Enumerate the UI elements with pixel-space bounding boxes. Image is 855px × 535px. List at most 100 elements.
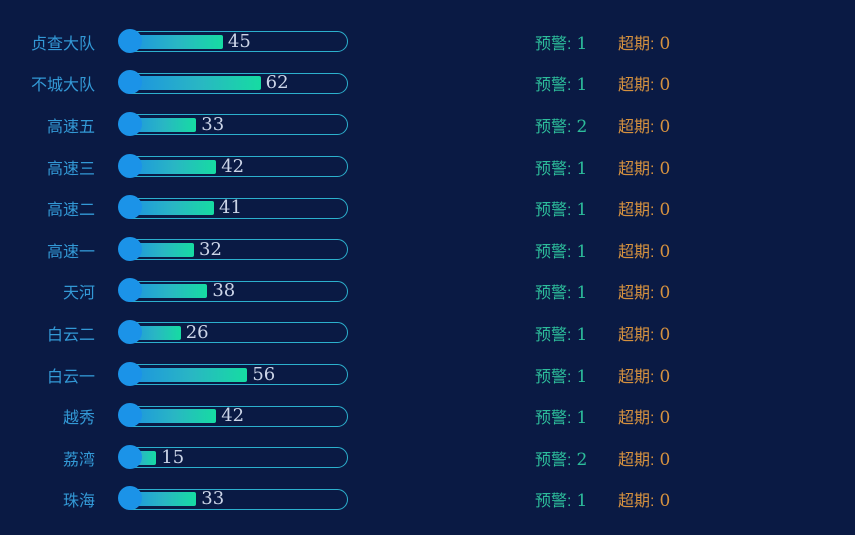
- bar-value: 56: [252, 363, 276, 385]
- overdue-stat: 超期: 0: [618, 487, 670, 511]
- bar-start-dot: [118, 319, 142, 344]
- overdue-count: 0: [659, 449, 671, 470]
- chart-row: 高速二 41 预警: 1 超期: 0: [0, 187, 855, 229]
- bar-inner: 45: [123, 30, 345, 52]
- overdue-count: 0: [659, 33, 671, 54]
- bar-track: 33: [118, 111, 348, 136]
- bar-inner: 15: [123, 446, 345, 468]
- warning-label: 预警:: [535, 410, 572, 428]
- bar-track: 41: [118, 195, 348, 220]
- warning-count: 1: [576, 200, 588, 221]
- row-label: 越秀: [62, 410, 95, 428]
- bar-start-dot: [118, 153, 142, 178]
- warning-label: 预警:: [535, 118, 572, 136]
- overdue-label: 超期:: [618, 326, 655, 344]
- bar-inner: 41: [123, 199, 345, 217]
- row-label: 贞查大队: [30, 35, 95, 53]
- bar-fill: [123, 409, 217, 424]
- overdue-count: 0: [659, 75, 671, 96]
- warning-count: 1: [576, 491, 588, 512]
- warning-count: 1: [576, 75, 588, 96]
- row-label: 高速一: [46, 243, 95, 261]
- warning-count: 1: [576, 408, 588, 429]
- row-label: 不城大队: [30, 77, 95, 95]
- bar-fill: [123, 159, 217, 174]
- warning-label: 预警:: [535, 326, 572, 344]
- bar-value: 33: [201, 488, 225, 510]
- warning-stat: 预警: 1: [535, 155, 590, 179]
- row-stats: 预警: 2 超期: 0: [535, 446, 670, 470]
- bar-fill: [123, 76, 261, 91]
- overdue-stat: 超期: 0: [618, 155, 670, 179]
- chart-row: 高速三 42 预警: 1 超期: 0: [0, 146, 855, 188]
- row-label: 珠海: [62, 493, 95, 511]
- bar-track: 15: [118, 444, 348, 469]
- row-label: 高速五: [46, 118, 95, 136]
- overdue-label: 超期:: [618, 410, 655, 428]
- overdue-count: 0: [659, 491, 671, 512]
- row-stats: 预警: 1 超期: 0: [535, 71, 670, 95]
- bar-value: 15: [161, 446, 185, 468]
- bar-fill: [123, 34, 223, 49]
- overdue-stat: 超期: 0: [618, 30, 670, 54]
- row-label: 天河: [62, 285, 95, 303]
- warning-label: 预警:: [535, 202, 572, 220]
- bar-inner: 62: [123, 72, 345, 94]
- warning-label: 预警:: [535, 451, 572, 469]
- bar-track: 42: [118, 153, 348, 178]
- bar-inner: 33: [123, 488, 345, 510]
- warning-label: 预警:: [535, 160, 572, 178]
- warning-label: 预警:: [535, 35, 572, 53]
- overdue-count: 0: [659, 324, 671, 345]
- row-label: 高速二: [46, 202, 95, 220]
- bar-inner: 42: [123, 405, 345, 427]
- bar-inner: 26: [123, 321, 345, 343]
- warning-label: 预警:: [535, 368, 572, 386]
- overdue-count: 0: [659, 241, 671, 262]
- bar-track: 33: [118, 486, 348, 511]
- warning-stat: 预警: 1: [535, 238, 590, 262]
- warning-stat: 预警: 1: [535, 321, 590, 345]
- bar-value: 62: [265, 72, 289, 94]
- bar-start-dot: [118, 111, 142, 136]
- warning-stat: 预警: 1: [535, 30, 590, 54]
- row-stats: 预警: 1 超期: 0: [535, 155, 670, 179]
- bar-value: 33: [201, 113, 225, 135]
- warning-label: 预警:: [535, 285, 572, 303]
- bar-inner: 56: [123, 363, 345, 385]
- bar-start-dot: [118, 361, 142, 386]
- overdue-label: 超期:: [618, 202, 655, 220]
- warning-count: 1: [576, 158, 588, 179]
- bar-inner: 38: [123, 282, 345, 300]
- bar-track: 45: [118, 28, 348, 53]
- bar-value: 42: [221, 405, 245, 427]
- row-stats: 预警: 1 超期: 0: [535, 30, 670, 54]
- chart-row: 高速五 33 预警: 2 超期: 0: [0, 104, 855, 146]
- bar-track: 38: [118, 278, 348, 303]
- bar-track: 42: [118, 403, 348, 428]
- bar-value: 45: [227, 30, 251, 52]
- warning-stat: 预警: 1: [535, 71, 590, 95]
- overdue-stat: 超期: 0: [618, 363, 670, 387]
- bar-value: 26: [185, 321, 209, 343]
- bar-start-dot: [118, 486, 142, 511]
- bar-inner: 32: [123, 240, 345, 258]
- overdue-stat: 超期: 0: [618, 113, 670, 137]
- chart-row: 白云一 56 预警: 1 超期: 0: [0, 354, 855, 396]
- bar-start-dot: [118, 444, 142, 469]
- warning-stat: 预警: 1: [535, 363, 590, 387]
- warning-count: 1: [576, 324, 588, 345]
- overdue-stat: 超期: 0: [618, 446, 670, 470]
- overdue-count: 0: [659, 283, 671, 304]
- bar-start-dot: [118, 403, 142, 428]
- bar-start-dot: [118, 70, 142, 95]
- overdue-count: 0: [659, 158, 671, 179]
- overdue-label: 超期:: [618, 160, 655, 178]
- row-stats: 预警: 1 超期: 0: [535, 487, 670, 511]
- warning-stat: 预警: 1: [535, 279, 590, 303]
- row-stats: 预警: 1 超期: 0: [535, 196, 670, 220]
- warning-count: 1: [576, 283, 588, 304]
- chart-row: 天河 38 预警: 1 超期: 0: [0, 271, 855, 313]
- warning-label: 预警:: [535, 243, 572, 261]
